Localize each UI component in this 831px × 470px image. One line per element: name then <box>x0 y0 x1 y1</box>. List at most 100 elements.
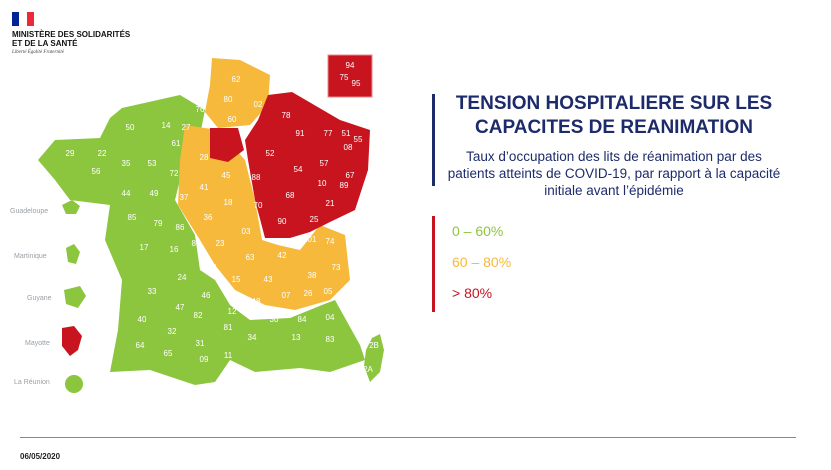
footer-date: 06/05/2020 <box>20 452 61 461</box>
overseas-label: Mayotte <box>25 340 50 347</box>
department-numbers: 62 80 02 60 76 27 28 45 41 37 18 36 03 6… <box>66 61 379 376</box>
department-number: 80 <box>224 95 233 104</box>
department-number: 82 <box>194 311 203 320</box>
overseas-reunion <box>65 375 83 393</box>
ministry-logo: MINISTÈRE DES SOLIDARITÉS ET DE LA SANTÉ… <box>12 12 132 56</box>
page-subtitle: Taux d’occupation des lits de réanimatio… <box>447 149 781 198</box>
region-orange-north <box>205 58 270 128</box>
department-number: 53 <box>148 159 157 168</box>
legend-item-high: > 80% <box>452 285 493 301</box>
department-number: 54 <box>294 165 303 174</box>
department-number: 85 <box>128 213 137 222</box>
department-number: 35 <box>122 159 131 168</box>
department-number: 77 <box>324 129 333 138</box>
overseas-label: La Réunion <box>14 379 50 386</box>
department-number: 73 <box>332 263 341 272</box>
department-number: 78 <box>282 111 291 120</box>
department-number: 66 <box>228 367 237 376</box>
department-number: 81 <box>224 323 233 332</box>
legend-item-low: 0 – 60% <box>452 223 504 239</box>
title-accent-bar <box>432 94 435 186</box>
department-number: 50 <box>126 123 135 132</box>
overseas-guyane <box>64 286 86 308</box>
department-number: 57 <box>320 159 329 168</box>
department-number: 27 <box>182 123 191 132</box>
legend-accent-bar <box>432 216 435 312</box>
department-number: 14 <box>162 121 171 130</box>
department-number: 41 <box>200 183 209 192</box>
department-number: 84 <box>298 315 307 324</box>
department-number: 60 <box>228 115 237 124</box>
ministry-name: MINISTÈRE DES SOLIDARITÉS ET DE LA SANTÉ <box>12 30 131 48</box>
department-number: 51 <box>342 129 351 138</box>
footer-divider <box>20 437 796 438</box>
paris-inset <box>327 54 373 98</box>
department-number: 30 <box>270 315 279 324</box>
department-number: 83 <box>326 335 335 344</box>
department-number: 29 <box>66 149 75 158</box>
department-number: 34 <box>248 333 257 342</box>
legend-item-medium: 60 – 80% <box>452 254 512 270</box>
department-number: 04 <box>326 313 335 322</box>
department-number: 16 <box>170 245 179 254</box>
department-number: 44 <box>122 189 131 198</box>
department-number: 26 <box>304 289 313 298</box>
department-number: 02 <box>254 100 263 109</box>
department-number: 12 <box>228 307 237 316</box>
department-number: 13 <box>292 333 301 342</box>
department-number: 47 <box>176 303 185 312</box>
department-number: 70 <box>254 201 263 210</box>
department-number: 56 <box>92 167 101 176</box>
flag-white <box>19 12 27 26</box>
department-number: 49 <box>150 189 159 198</box>
department-number: 03 <box>242 227 251 236</box>
department-number: 2B <box>369 341 379 350</box>
department-number: 95 <box>352 79 361 88</box>
department-number: 48 <box>252 297 261 306</box>
department-number: 15 <box>232 275 241 284</box>
department-number: 17 <box>140 243 149 252</box>
department-number: 62 <box>232 75 241 84</box>
department-number: 31 <box>196 339 205 348</box>
department-number: 79 <box>154 219 163 228</box>
department-number: 67 <box>346 171 355 180</box>
department-number: 75 <box>340 73 349 82</box>
department-number: 90 <box>278 217 287 226</box>
page-title: TENSION HOSPITALIERE SUR LES CAPACITES D… <box>455 93 773 138</box>
department-number: 65 <box>164 349 173 358</box>
overseas-mayotte <box>62 326 82 356</box>
department-number: 36 <box>204 213 213 222</box>
overseas-martinique <box>66 244 80 264</box>
department-number: 21 <box>326 199 335 208</box>
department-number: 94 <box>346 61 355 70</box>
department-number: 42 <box>278 251 287 260</box>
department-number: 22 <box>98 149 107 158</box>
department-number: 40 <box>138 315 147 324</box>
department-number: 64 <box>136 341 145 350</box>
overseas-label: Guyane <box>27 295 52 302</box>
info-panel: TENSION HOSPITALIERE SUR LES CAPACITES D… <box>432 92 792 312</box>
department-number: 32 <box>168 327 177 336</box>
department-number: 2A <box>363 365 373 374</box>
department-number: 24 <box>178 273 187 282</box>
france-map: Guadeloupe Martinique Guyane Mayotte La … <box>10 54 384 393</box>
department-number: 11 <box>224 351 233 360</box>
ministry-motto: Liberté Égalité Fraternité <box>12 50 64 55</box>
department-number: 18 <box>224 198 233 207</box>
department-number: 87 <box>192 239 201 248</box>
region-red-east <box>245 92 370 238</box>
department-number: 55 <box>354 135 363 144</box>
department-number: 07 <box>282 291 291 300</box>
french-flag-icon <box>12 12 34 26</box>
flag-red <box>26 12 34 26</box>
region-red-idf <box>210 128 244 162</box>
department-number: 19 <box>208 263 217 272</box>
department-number: 37 <box>180 193 189 202</box>
department-number: 06 <box>352 315 361 324</box>
department-number: 08 <box>344 143 353 152</box>
department-number: 89 <box>340 181 349 190</box>
department-number: 10 <box>318 179 327 188</box>
department-number: 69 <box>292 241 301 250</box>
region-orange-center <box>178 125 350 310</box>
overseas-guadeloupe <box>62 200 80 214</box>
